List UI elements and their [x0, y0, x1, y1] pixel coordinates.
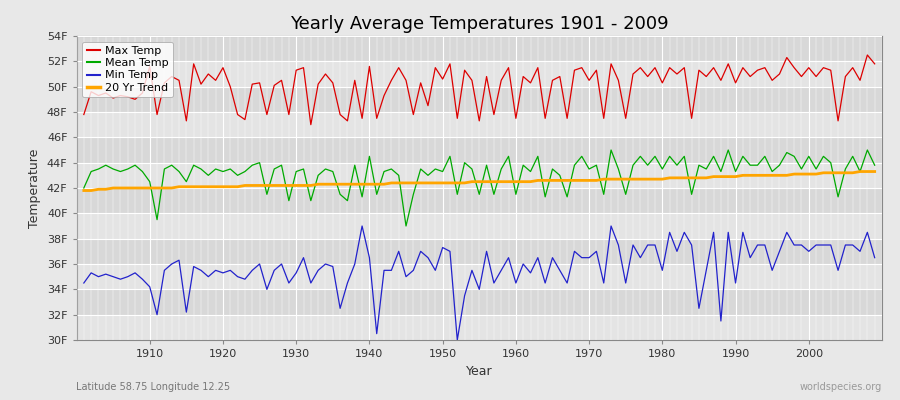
Bar [76, 188, 882, 213]
Text: Latitude 58.75 Longitude 12.25: Latitude 58.75 Longitude 12.25 [76, 382, 230, 392]
Bar [76, 315, 882, 340]
Bar [76, 264, 882, 289]
Bar [76, 87, 882, 112]
Y-axis label: Temperature: Temperature [28, 148, 41, 228]
Bar [76, 36, 882, 61]
Bar [76, 163, 882, 188]
Bar [76, 289, 882, 315]
Bar [76, 239, 882, 264]
Legend: Max Temp, Mean Temp, Min Temp, 20 Yr Trend: Max Temp, Mean Temp, Min Temp, 20 Yr Tre… [82, 42, 174, 97]
Text: worldspecies.org: worldspecies.org [800, 382, 882, 392]
X-axis label: Year: Year [466, 364, 492, 378]
Bar [76, 61, 882, 87]
Title: Yearly Average Temperatures 1901 - 2009: Yearly Average Temperatures 1901 - 2009 [290, 15, 669, 33]
Bar [76, 137, 882, 163]
Bar [76, 112, 882, 137]
Bar [76, 213, 882, 239]
